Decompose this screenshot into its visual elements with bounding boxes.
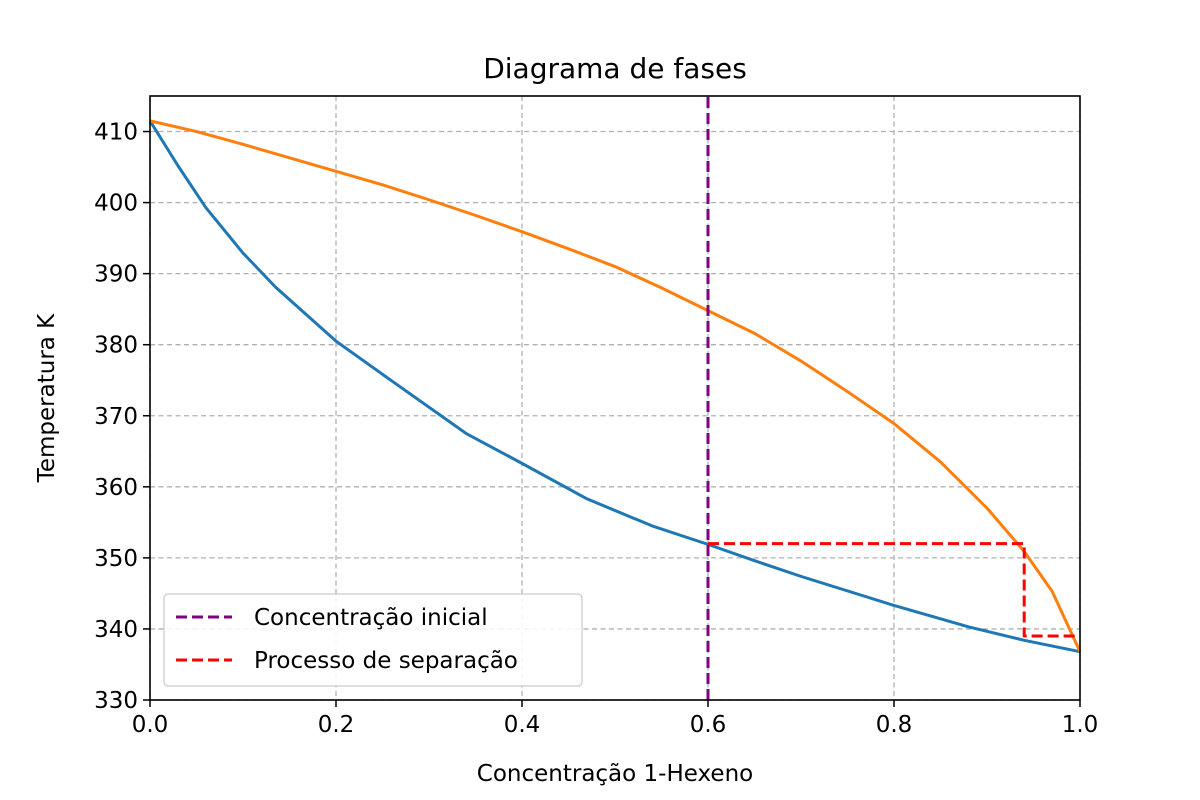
vapor-curve-line: [149, 119, 1082, 653]
y-tick-label: 350: [94, 546, 138, 572]
series-layer: [148, 96, 1082, 700]
axes-frame: [149, 95, 1081, 701]
x-tick-label: 0.6: [690, 712, 727, 738]
y-tick-label: 370: [94, 404, 138, 430]
x-tick-label: 0.0: [132, 712, 169, 738]
y-tick-label: 380: [94, 333, 138, 359]
legend-label-concentracao-inicial: Concentração inicial: [254, 605, 488, 631]
x-tick-label: 0.8: [876, 712, 913, 738]
y-tick-label: 330: [94, 688, 138, 714]
legend-label-processo-de-separacao: Processo de separação: [254, 648, 518, 674]
x-tick-label: 0.4: [504, 712, 541, 738]
x-axis-label: Concentração 1-Hexeno: [477, 761, 753, 787]
x-tick-label: 1.0: [1062, 712, 1099, 738]
y-axis-ticks: 330 340 350 360 370 380 390 400 410: [94, 120, 150, 714]
y-tick-label: 360: [94, 475, 138, 501]
y-tick-label: 410: [94, 120, 138, 146]
legend: Concentração inicial Processo de separaç…: [163, 593, 583, 687]
liquid-curve-line: [148, 120, 1081, 654]
y-axis-label: Temperatura K: [34, 313, 60, 483]
legend-box: [163, 593, 583, 687]
y-tick-label: 390: [94, 262, 138, 288]
y-tick-label: 400: [94, 191, 138, 217]
y-tick-label: 340: [94, 617, 138, 643]
x-axis-ticks: 0.0 0.2 0.4 0.6 0.8 1.0: [132, 700, 1099, 738]
chart-title: Diagrama de fases: [483, 52, 747, 85]
x-tick-label: 0.2: [318, 712, 355, 738]
separation-process-line: [708, 542, 1080, 638]
